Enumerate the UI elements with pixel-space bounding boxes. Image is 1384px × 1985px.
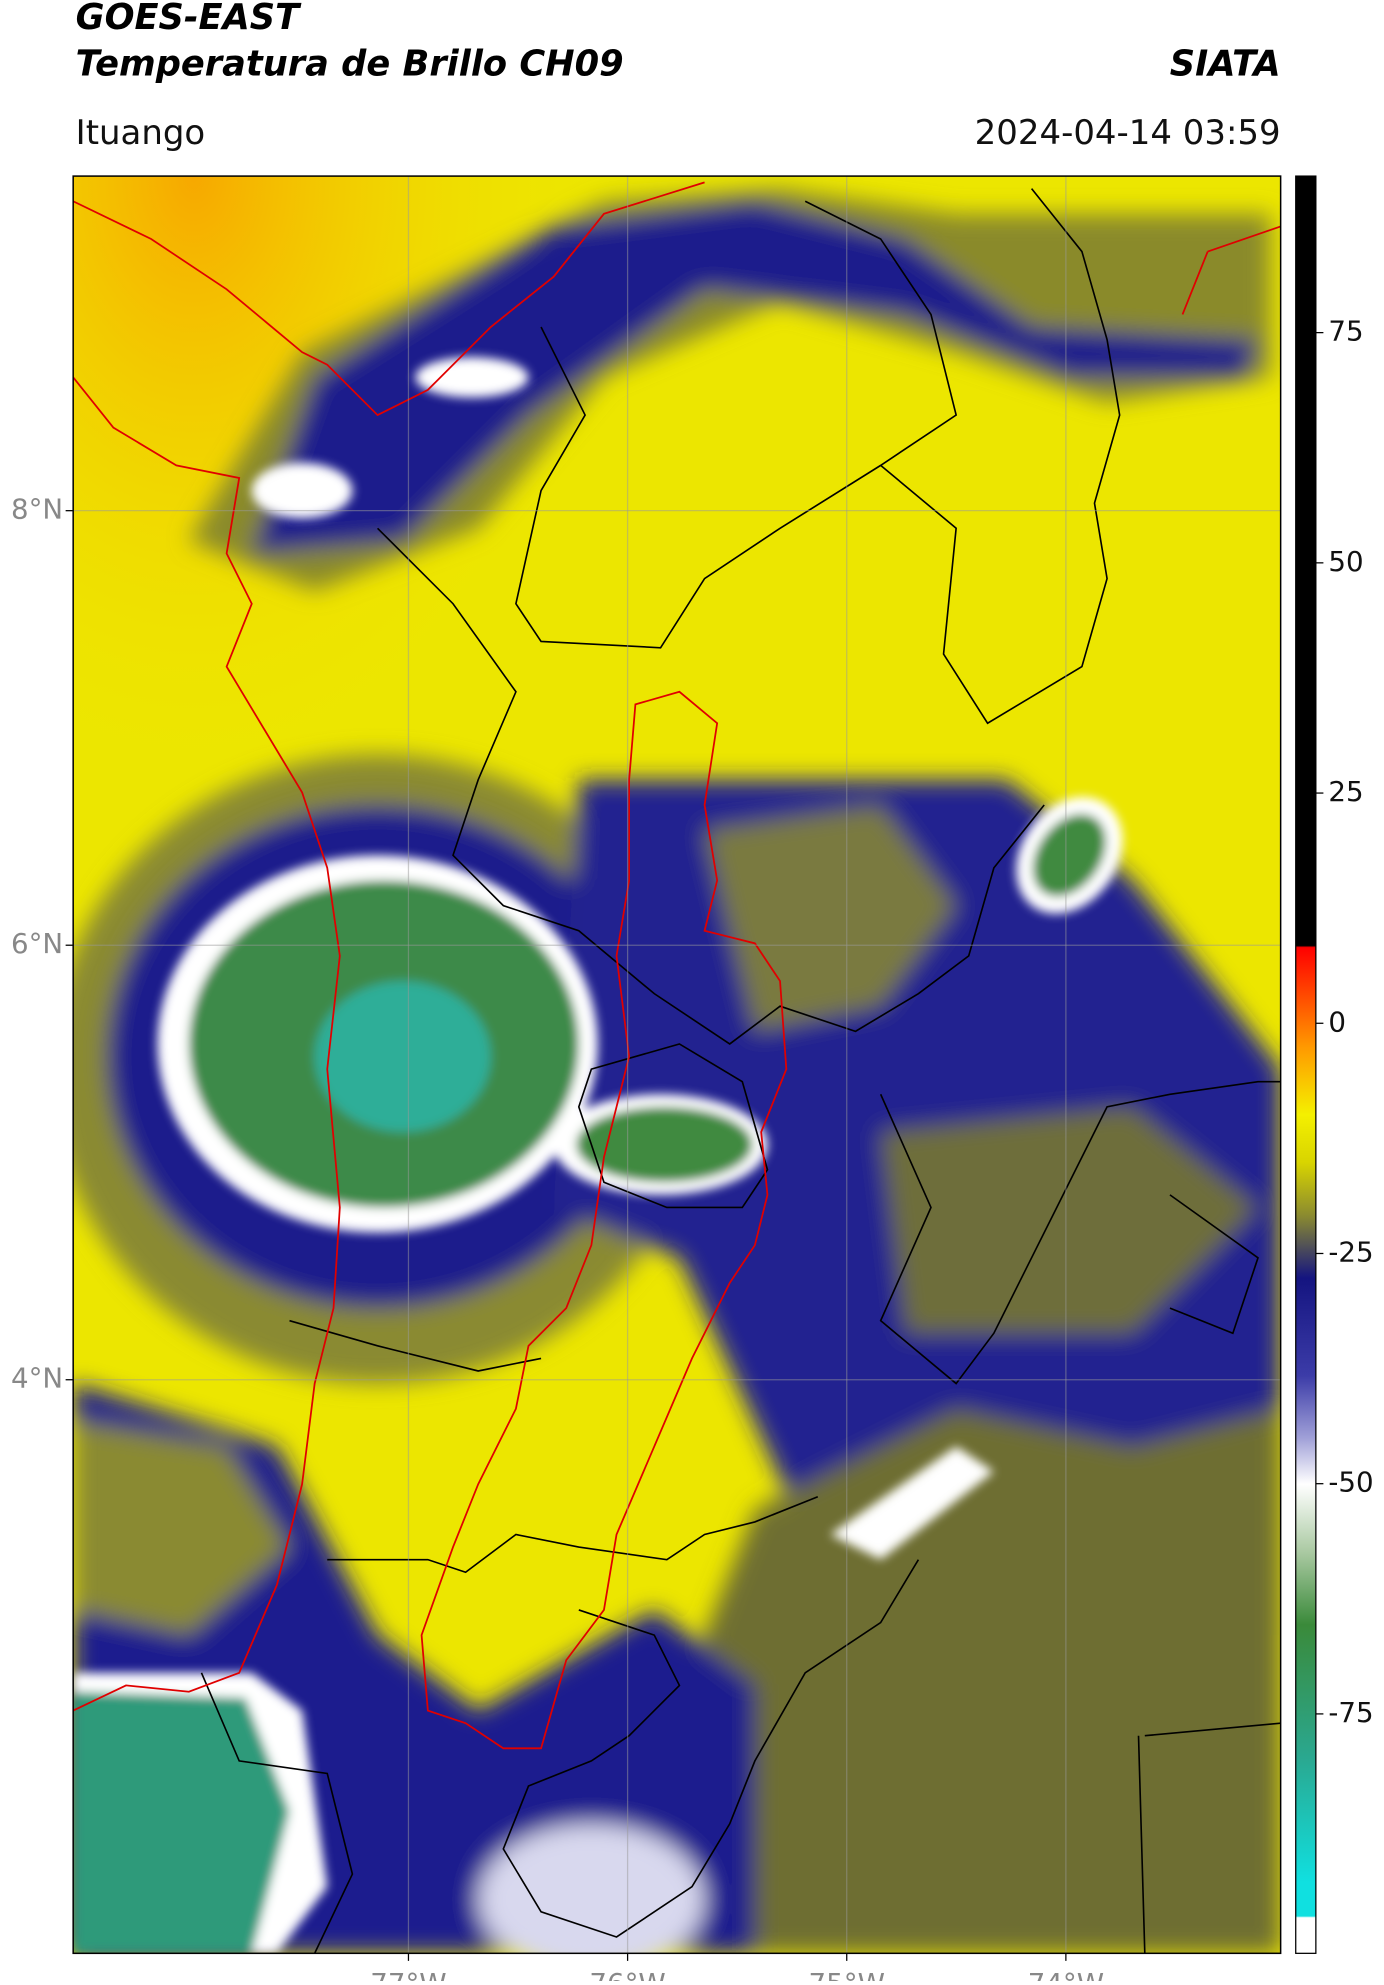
colorbar-tick-label: -25: [1328, 1235, 1373, 1268]
grid: [73, 176, 1281, 1954]
satellite-image: [73, 176, 1281, 1954]
y-tick-label: 8°N: [11, 493, 63, 526]
y-tick-label: 6°N: [11, 927, 63, 960]
x-tick-label: 74°W: [1028, 1967, 1104, 1981]
colorbar: [1295, 175, 1317, 1954]
x-tick-label: 75°W: [809, 1967, 885, 1981]
colorbar-tick-label: -50: [1328, 1466, 1373, 1499]
title: GOES-EAST: [76, 0, 302, 38]
department-borders: [73, 181, 1281, 1750]
location: Ituango: [76, 113, 206, 153]
x-tick-label: 77°W: [370, 1967, 446, 1981]
borders: [200, 188, 1281, 1954]
colorbar-tick-label: 0: [1328, 1005, 1346, 1038]
datetime: 2024-04-14 03:59: [975, 113, 1281, 153]
colorbar-tick-label: 50: [1328, 545, 1363, 578]
y-tick-label: 4°N: [11, 1362, 63, 1395]
colorbar-tick-label: 75: [1328, 315, 1363, 348]
source: SIATA: [1170, 43, 1281, 84]
subtitle: Temperatura de Brillo CH09: [76, 43, 624, 84]
colorbar-tick-label: -75: [1328, 1696, 1373, 1729]
x-tick-label: 76°W: [589, 1967, 665, 1981]
map-frame: [72, 175, 1282, 1955]
colorbar-tick-label: 25: [1328, 775, 1363, 808]
